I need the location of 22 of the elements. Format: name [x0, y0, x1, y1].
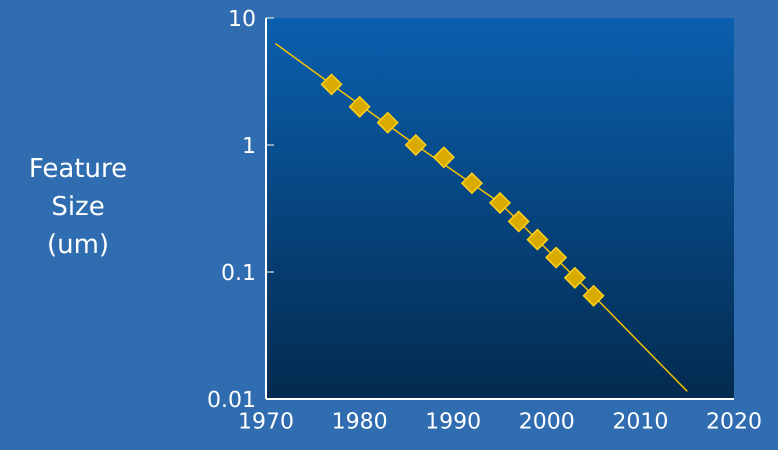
x-tick-label: 2000	[518, 410, 575, 435]
point	[461, 172, 483, 194]
point	[564, 267, 586, 289]
x-tick-label: 2020	[706, 410, 762, 435]
x-tick-label: 2010	[612, 410, 668, 435]
point	[508, 210, 530, 232]
x-tick-label: 1980	[332, 410, 388, 435]
point	[320, 74, 342, 96]
point	[545, 246, 567, 268]
line-series	[274, 42, 688, 392]
point	[376, 112, 398, 134]
x-tick-label: 1990	[425, 410, 482, 435]
y-tick-label: 10	[228, 6, 256, 32]
point	[526, 228, 548, 250]
point	[348, 96, 370, 118]
point	[405, 134, 427, 156]
point	[582, 285, 604, 307]
point	[433, 146, 455, 168]
point	[489, 192, 511, 214]
y-axis-title: Feature Size (um)	[28, 153, 128, 262]
y-tick-label: 1	[242, 134, 256, 159]
y-tick-label: 0.1	[221, 260, 256, 286]
